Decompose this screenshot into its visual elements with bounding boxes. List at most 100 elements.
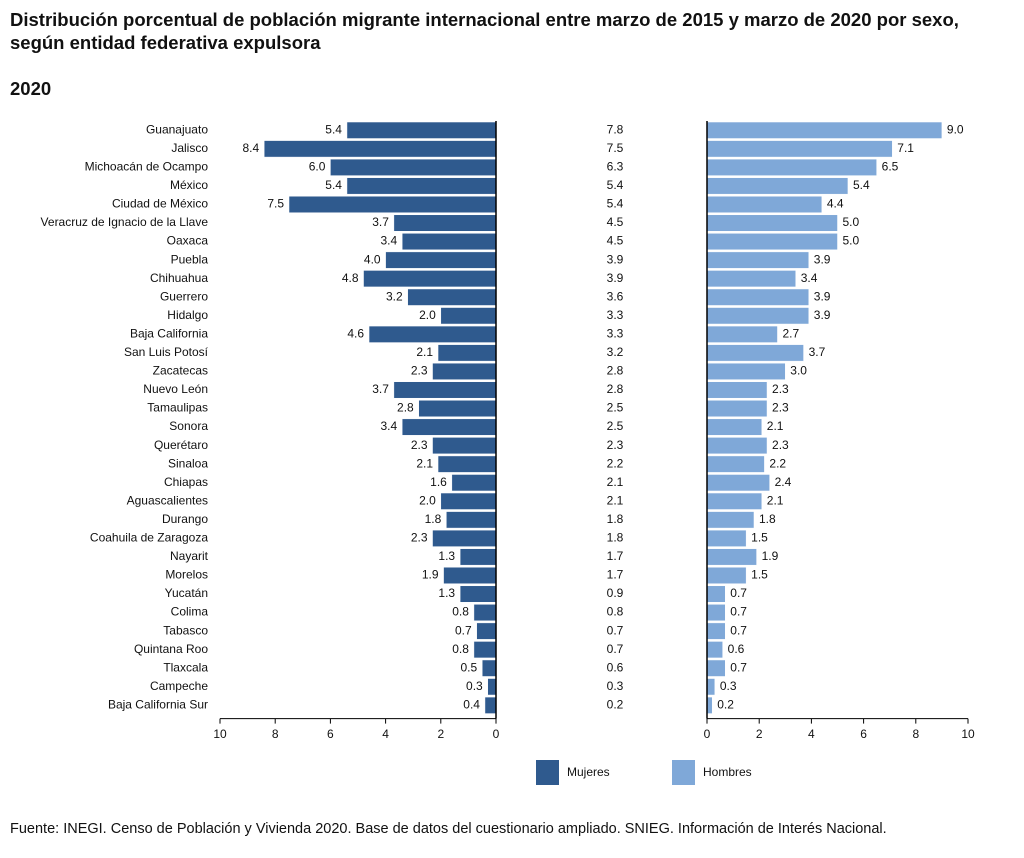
bar: [476, 622, 497, 640]
bar: [385, 251, 497, 269]
value-label: 7.5: [267, 197, 284, 211]
x-tick-label: 8: [912, 727, 919, 741]
bar: [706, 641, 723, 659]
value-label: 5.4: [325, 178, 342, 192]
value-label: 2.4: [775, 475, 792, 489]
category-label: Chiapas: [164, 475, 208, 489]
value-label: 4.6: [347, 326, 364, 340]
center-value: 6.3: [607, 160, 624, 174]
category-label: México: [170, 178, 208, 192]
bar: [706, 344, 804, 362]
category-label: Michoacán de Ocampo: [85, 160, 209, 174]
bar: [706, 233, 838, 251]
value-label: 2.7: [782, 326, 799, 340]
category-label: Nuevo León: [143, 382, 208, 396]
bar: [393, 381, 497, 399]
bar: [706, 566, 747, 584]
category-label: Sinaloa: [168, 456, 208, 470]
category-label: Yucatán: [165, 586, 208, 600]
value-label: 6.5: [882, 160, 899, 174]
value-label: 3.9: [814, 252, 831, 266]
value-label: 0.6: [728, 642, 745, 656]
chart: Guanajuato 7.8 Jalisco 7.5 Michoacán de Ocam…: [41, 121, 975, 785]
legend-label: Mujeres: [567, 765, 610, 779]
category-label: Puebla: [171, 252, 209, 266]
bar: [706, 325, 778, 343]
chart-subtitle: 2020: [10, 78, 52, 99]
category-label: Coahuila de Zaragoza: [90, 531, 208, 545]
center-value: 0.7: [607, 623, 624, 637]
category-label: Nayarit: [170, 549, 209, 563]
value-label: 2.1: [416, 345, 433, 359]
value-label: 0.8: [452, 605, 469, 619]
value-label: 2.3: [772, 401, 789, 415]
bar: [330, 158, 497, 176]
category-label: Oaxaca: [167, 234, 209, 248]
center-value: 0.8: [607, 605, 624, 619]
bar: [473, 604, 497, 622]
value-label: 2.2: [769, 456, 786, 470]
value-label: 2.3: [772, 438, 789, 452]
bar: [451, 474, 497, 492]
bar: [407, 288, 497, 306]
value-label: 2.0: [419, 493, 436, 507]
bar: [706, 696, 713, 714]
bar: [487, 678, 497, 696]
legend-swatch: [672, 760, 695, 785]
value-label: 2.3: [411, 438, 428, 452]
bar: [706, 622, 726, 640]
bar: [446, 511, 497, 529]
center-value: 2.8: [607, 382, 624, 396]
value-label: 2.0: [419, 308, 436, 322]
value-label: 3.4: [801, 271, 818, 285]
center-value: 2.2: [607, 456, 624, 470]
x-tick-label: 4: [382, 727, 389, 741]
category-label: Chihuahua: [150, 271, 208, 285]
bar: [706, 659, 726, 677]
value-label: 9.0: [947, 122, 964, 136]
x-tick-label: 0: [493, 727, 500, 741]
center-value: 2.1: [607, 493, 624, 507]
category-label: Tabasco: [163, 623, 208, 637]
center-value: 3.9: [607, 252, 624, 266]
value-label: 0.8: [452, 642, 469, 656]
center-value: 4.5: [607, 234, 624, 248]
bar: [443, 566, 497, 584]
bar: [263, 140, 497, 158]
center-value: 0.6: [607, 660, 624, 674]
bar: [706, 678, 716, 696]
category-label: Querétaro: [154, 438, 208, 452]
center-value: 1.7: [607, 549, 624, 563]
bar: [484, 696, 497, 714]
value-label: 2.1: [767, 419, 784, 433]
bar: [706, 121, 943, 139]
category-label: Campeche: [150, 679, 208, 693]
category-label: Veracruz de Ignacio de la Llave: [41, 215, 209, 229]
value-label: 2.3: [772, 382, 789, 396]
category-label: Guanajuato: [146, 122, 208, 136]
value-label: 1.9: [422, 568, 439, 582]
value-label: 6.0: [309, 160, 326, 174]
value-label: 1.5: [751, 568, 768, 582]
center-value: 0.7: [607, 642, 624, 656]
value-label: 5.0: [843, 234, 860, 248]
value-label: 4.8: [342, 271, 359, 285]
category-label: Sonora: [169, 419, 208, 433]
center-value: 2.3: [607, 438, 624, 452]
category-label: Baja California: [130, 326, 208, 340]
x-tick-label: 6: [327, 727, 334, 741]
value-label: 0.7: [730, 660, 747, 674]
value-label: 3.7: [372, 382, 389, 396]
bar: [706, 270, 796, 288]
value-label: 5.0: [843, 215, 860, 229]
bar: [706, 214, 838, 232]
bar: [706, 307, 810, 325]
value-label: 2.1: [767, 493, 784, 507]
bar: [401, 418, 497, 436]
center-value: 2.1: [607, 475, 624, 489]
center-value: 1.8: [607, 512, 624, 526]
value-label: 8.4: [242, 141, 259, 155]
center-value: 3.6: [607, 289, 624, 303]
bar: [706, 288, 810, 306]
x-tick-label: 10: [213, 727, 227, 741]
